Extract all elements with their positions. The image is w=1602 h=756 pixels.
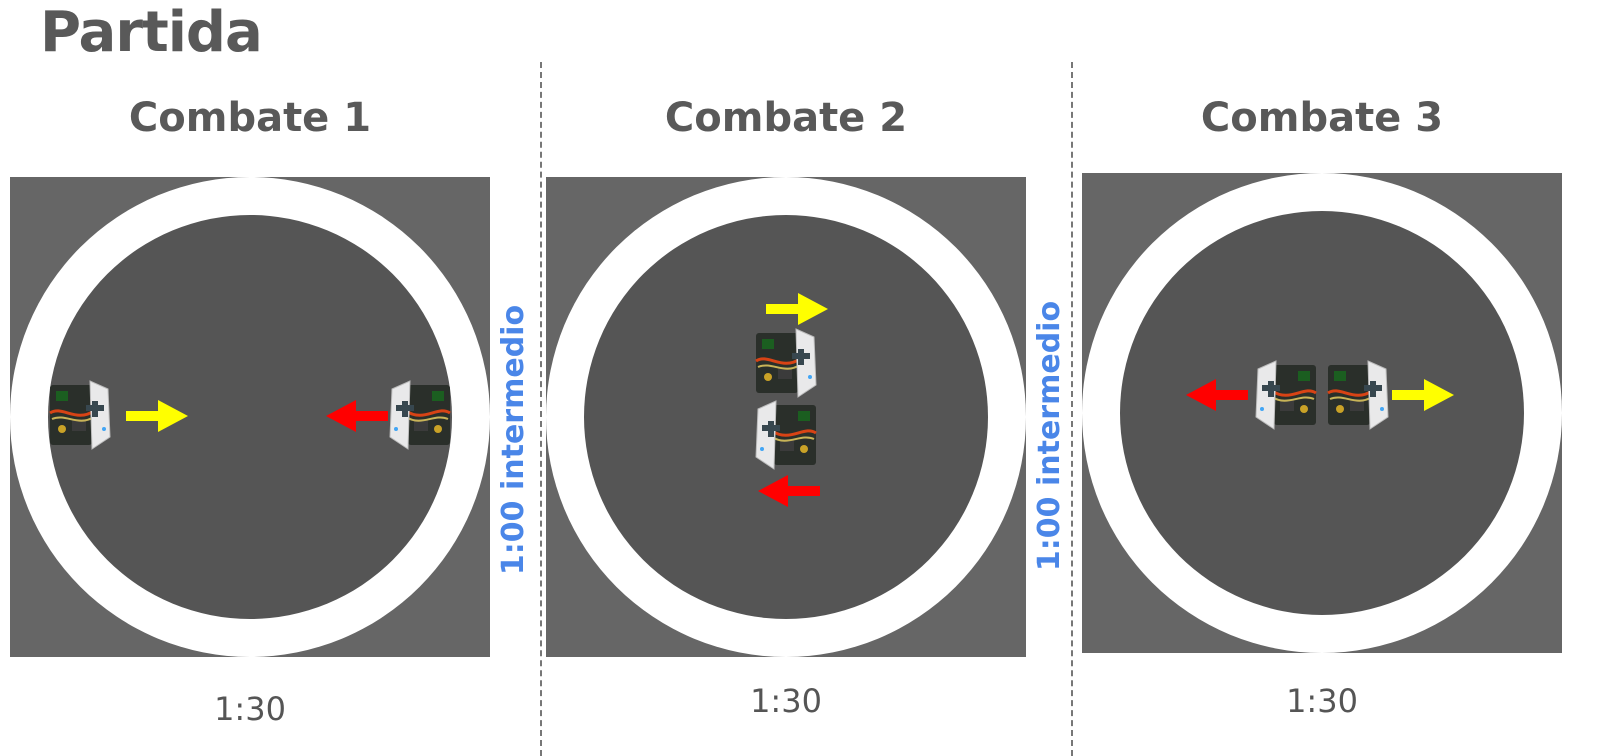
arrow-left-red-icon	[326, 400, 388, 432]
combat-3-arena	[1082, 173, 1562, 653]
page-title: Partida	[40, 0, 263, 65]
sumo-robot-icon	[754, 399, 818, 471]
combat-1-title: Combate 1	[128, 95, 372, 141]
arrow-left-red-icon	[758, 475, 820, 507]
arrow-right-yellow-icon	[766, 293, 828, 325]
interval-1-label: 1:00 intermedio	[496, 304, 531, 576]
arrow-right-yellow-icon	[1392, 379, 1454, 411]
sumo-robot-icon	[48, 379, 112, 451]
sumo-robot-icon	[1326, 359, 1390, 431]
arrow-left-red-icon	[1186, 379, 1248, 411]
sumo-robot-icon	[388, 379, 452, 451]
sumo-robot-icon	[754, 327, 818, 399]
combat-2-title: Combate 2	[664, 95, 908, 141]
combat-2-time: 1:30	[750, 682, 822, 720]
combat-1-time: 1:30	[214, 690, 286, 728]
divider-1	[540, 62, 542, 756]
interval-2-label: 1:00 intermedio	[1032, 300, 1067, 572]
combat-3-time: 1:30	[1286, 682, 1358, 720]
combat-1-arena	[10, 177, 490, 657]
arena-dohyo	[1120, 211, 1524, 615]
combat-2-arena	[546, 177, 1026, 657]
arrow-right-yellow-icon	[126, 400, 188, 432]
combat-3-title: Combate 3	[1200, 95, 1444, 141]
divider-2	[1071, 62, 1073, 756]
sumo-robot-icon	[1254, 359, 1318, 431]
